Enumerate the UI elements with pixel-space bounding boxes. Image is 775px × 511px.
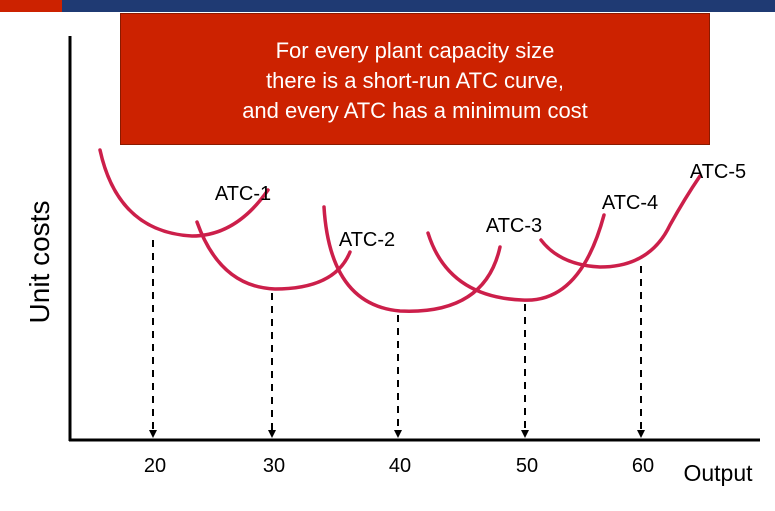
- curve-atc-5: [539, 174, 702, 269]
- curve-atc-1: [98, 148, 270, 238]
- header-bar: [0, 0, 775, 12]
- curve-label-5: ATC-5: [690, 161, 746, 183]
- callout-line-3: and every ATC has a minimum cost: [242, 98, 588, 123]
- x-tick-label: 20: [144, 455, 166, 477]
- x-tick-label: 30: [263, 455, 285, 477]
- header-accent: [0, 0, 62, 12]
- curve-label-4: ATC-4: [602, 192, 658, 214]
- callout-box: For every plant capacity size there is a…: [120, 13, 710, 145]
- drop-arrow-1: [149, 430, 157, 438]
- curve-label-2: ATC-2: [339, 229, 395, 251]
- drop-arrow-5: [637, 430, 645, 438]
- x-tick-label: 40: [389, 455, 411, 477]
- curve-atc-4: [426, 213, 606, 302]
- curve-atc-2: [195, 220, 352, 291]
- curve-label-3: ATC-3: [486, 215, 542, 237]
- curve-label-1: ATC-1: [215, 183, 271, 205]
- curve-atc-3: [322, 205, 502, 313]
- drop-arrow-2: [268, 430, 276, 438]
- x-tick-label: 60: [632, 455, 654, 477]
- drop-arrow-4: [521, 430, 529, 438]
- drop-arrow-3: [394, 430, 402, 438]
- y-axis-label: Unit costs: [24, 200, 55, 324]
- x-tick-label: 50: [516, 455, 538, 477]
- callout-line-2: there is a short-run ATC curve,: [266, 68, 564, 93]
- x-axis-label: Output: [683, 460, 753, 486]
- callout-line-1: For every plant capacity size: [275, 38, 555, 63]
